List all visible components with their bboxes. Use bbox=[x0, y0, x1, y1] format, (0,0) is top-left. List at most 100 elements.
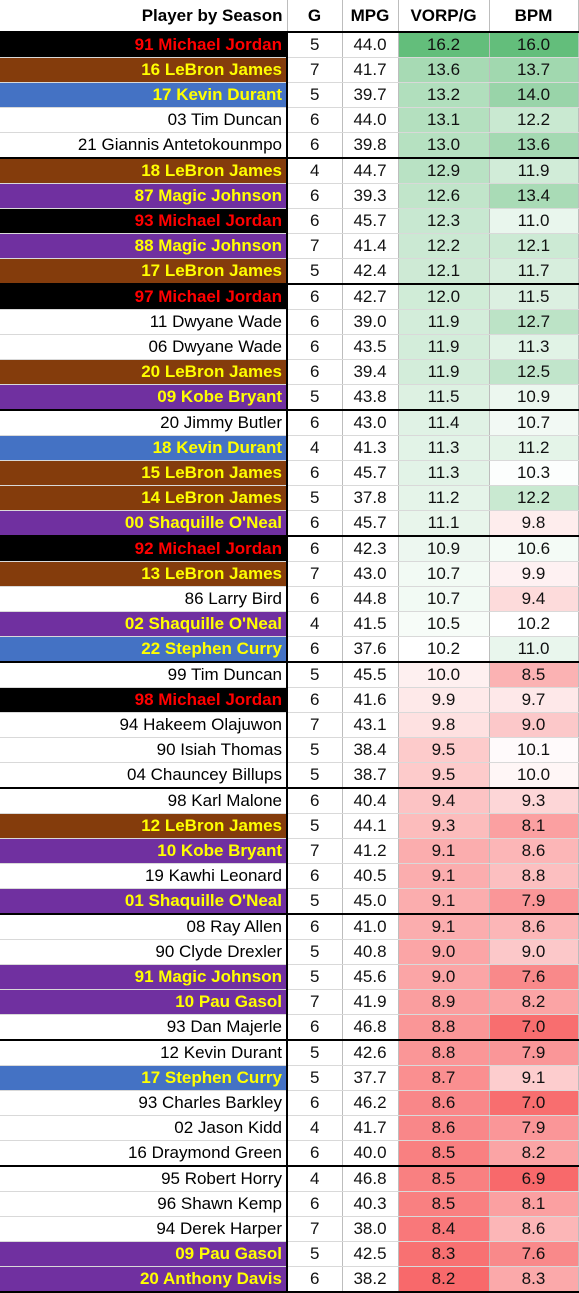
vorp-cell[interactable]: 8.4 bbox=[398, 1216, 490, 1242]
table-row[interactable]: 16 LeBron James 7 41.7 13.6 13.7 bbox=[0, 57, 579, 83]
table-row[interactable]: 01 Shaquille O'Neal 5 45.0 9.1 7.9 bbox=[0, 888, 579, 915]
table-row[interactable]: 20 Anthony Davis 6 38.2 8.2 8.3 bbox=[0, 1266, 579, 1293]
player-cell[interactable]: 12 Kevin Durant bbox=[0, 1040, 288, 1066]
table-row[interactable]: 18 Kevin Durant 4 41.3 11.3 11.2 bbox=[0, 435, 579, 461]
table-row[interactable]: 91 Michael Jordan 5 44.0 16.2 16.0 bbox=[0, 32, 579, 58]
table-row[interactable]: 94 Hakeem Olajuwon 7 43.1 9.8 9.0 bbox=[0, 712, 579, 738]
mpg-cell[interactable]: 42.4 bbox=[342, 258, 399, 285]
player-cell[interactable]: 90 Clyde Drexler bbox=[0, 939, 288, 965]
mpg-cell[interactable]: 40.5 bbox=[342, 863, 399, 889]
games-cell[interactable]: 6 bbox=[287, 359, 343, 385]
vorp-cell[interactable]: 9.0 bbox=[398, 964, 490, 990]
player-cell[interactable]: 11 Dwyane Wade bbox=[0, 309, 288, 335]
mpg-cell[interactable]: 45.7 bbox=[342, 208, 399, 234]
player-cell[interactable]: 21 Giannis Antetokounmpo bbox=[0, 132, 288, 159]
vorp-cell[interactable]: 8.5 bbox=[398, 1140, 490, 1167]
table-row[interactable]: 98 Michael Jordan 6 41.6 9.9 9.7 bbox=[0, 687, 579, 713]
bpm-cell[interactable]: 11.3 bbox=[489, 334, 579, 360]
table-row[interactable]: 10 Kobe Bryant 7 41.2 9.1 8.6 bbox=[0, 838, 579, 864]
mpg-cell[interactable]: 44.0 bbox=[342, 32, 399, 58]
mpg-cell[interactable]: 45.7 bbox=[342, 460, 399, 486]
vorp-cell[interactable]: 12.6 bbox=[398, 183, 490, 209]
table-row[interactable]: 20 LeBron James 6 39.4 11.9 12.5 bbox=[0, 359, 579, 385]
bpm-cell[interactable]: 12.2 bbox=[489, 485, 579, 511]
table-row[interactable]: 03 Tim Duncan 6 44.0 13.1 12.2 bbox=[0, 107, 579, 133]
player-cell[interactable]: 16 LeBron James bbox=[0, 57, 288, 83]
vorp-cell[interactable]: 11.5 bbox=[398, 384, 490, 411]
bpm-cell[interactable]: 10.9 bbox=[489, 384, 579, 411]
player-cell[interactable]: 18 Kevin Durant bbox=[0, 435, 288, 461]
mpg-cell[interactable]: 45.5 bbox=[342, 662, 399, 688]
player-cell[interactable]: 90 Isiah Thomas bbox=[0, 737, 288, 763]
table-row[interactable]: 02 Jason Kidd 4 41.7 8.6 7.9 bbox=[0, 1115, 579, 1141]
bpm-cell[interactable]: 9.1 bbox=[489, 1065, 579, 1091]
mpg-cell[interactable]: 46.2 bbox=[342, 1090, 399, 1116]
vorp-cell[interactable]: 11.9 bbox=[398, 309, 490, 335]
vorp-cell[interactable]: 13.0 bbox=[398, 132, 490, 159]
table-row[interactable]: 19 Kawhi Leonard 6 40.5 9.1 8.8 bbox=[0, 863, 579, 889]
vorp-cell[interactable]: 11.3 bbox=[398, 460, 490, 486]
bpm-cell[interactable]: 11.0 bbox=[489, 208, 579, 234]
vorp-cell[interactable]: 9.9 bbox=[398, 687, 490, 713]
mpg-cell[interactable]: 39.4 bbox=[342, 359, 399, 385]
table-row[interactable]: 09 Kobe Bryant 5 43.8 11.5 10.9 bbox=[0, 384, 579, 411]
vorp-cell[interactable]: 13.2 bbox=[398, 82, 490, 108]
mpg-cell[interactable]: 41.7 bbox=[342, 1115, 399, 1141]
mpg-cell[interactable]: 40.8 bbox=[342, 939, 399, 965]
games-cell[interactable]: 7 bbox=[287, 561, 343, 587]
games-cell[interactable]: 6 bbox=[287, 460, 343, 486]
bpm-cell[interactable]: 7.6 bbox=[489, 1241, 579, 1267]
mpg-cell[interactable]: 44.7 bbox=[342, 158, 399, 184]
table-row[interactable]: 11 Dwyane Wade 6 39.0 11.9 12.7 bbox=[0, 309, 579, 335]
mpg-cell[interactable]: 45.0 bbox=[342, 888, 399, 915]
games-cell[interactable]: 6 bbox=[287, 284, 343, 310]
table-row[interactable]: 99 Tim Duncan 5 45.5 10.0 8.5 bbox=[0, 662, 579, 688]
games-cell[interactable]: 6 bbox=[287, 1266, 343, 1293]
vorp-cell[interactable]: 10.9 bbox=[398, 536, 490, 562]
player-cell[interactable]: 02 Shaquille O'Neal bbox=[0, 611, 288, 637]
player-cell[interactable]: 13 LeBron James bbox=[0, 561, 288, 587]
vorp-cell[interactable]: 8.2 bbox=[398, 1266, 490, 1293]
player-cell[interactable]: 18 LeBron James bbox=[0, 158, 288, 184]
vorp-cell[interactable]: 9.4 bbox=[398, 788, 490, 814]
player-cell[interactable]: 14 LeBron James bbox=[0, 485, 288, 511]
header-bpm[interactable]: BPM bbox=[489, 0, 579, 33]
header-player[interactable]: Player by Season bbox=[0, 0, 288, 33]
games-cell[interactable]: 6 bbox=[287, 1140, 343, 1167]
vorp-cell[interactable]: 8.6 bbox=[398, 1115, 490, 1141]
vorp-cell[interactable]: 13.6 bbox=[398, 57, 490, 83]
table-row[interactable]: 17 Kevin Durant 5 39.7 13.2 14.0 bbox=[0, 82, 579, 108]
games-cell[interactable]: 5 bbox=[287, 1040, 343, 1066]
mpg-cell[interactable]: 42.3 bbox=[342, 536, 399, 562]
games-cell[interactable]: 7 bbox=[287, 838, 343, 864]
mpg-cell[interactable]: 44.8 bbox=[342, 586, 399, 612]
table-row[interactable]: 96 Shawn Kemp 6 40.3 8.5 8.1 bbox=[0, 1191, 579, 1217]
vorp-cell[interactable]: 9.1 bbox=[398, 863, 490, 889]
table-row[interactable]: 02 Shaquille O'Neal 4 41.5 10.5 10.2 bbox=[0, 611, 579, 637]
player-cell[interactable]: 12 LeBron James bbox=[0, 813, 288, 839]
games-cell[interactable]: 7 bbox=[287, 57, 343, 83]
mpg-cell[interactable]: 42.5 bbox=[342, 1241, 399, 1267]
vorp-cell[interactable]: 9.3 bbox=[398, 813, 490, 839]
player-cell[interactable]: 09 Kobe Bryant bbox=[0, 384, 288, 411]
vorp-cell[interactable]: 9.5 bbox=[398, 737, 490, 763]
games-cell[interactable]: 6 bbox=[287, 510, 343, 537]
bpm-cell[interactable]: 10.3 bbox=[489, 460, 579, 486]
player-cell[interactable]: 92 Michael Jordan bbox=[0, 536, 288, 562]
bpm-cell[interactable]: 16.0 bbox=[489, 32, 579, 58]
bpm-cell[interactable]: 9.7 bbox=[489, 687, 579, 713]
header-vorp-per-game[interactable]: VORP/G bbox=[398, 0, 490, 33]
table-row[interactable]: 97 Michael Jordan 6 42.7 12.0 11.5 bbox=[0, 284, 579, 310]
player-cell[interactable]: 10 Pau Gasol bbox=[0, 989, 288, 1015]
table-row[interactable]: 22 Stephen Curry 6 37.6 10.2 11.0 bbox=[0, 636, 579, 663]
games-cell[interactable]: 6 bbox=[287, 914, 343, 940]
games-cell[interactable]: 6 bbox=[287, 1014, 343, 1041]
bpm-cell[interactable]: 9.0 bbox=[489, 712, 579, 738]
games-cell[interactable]: 6 bbox=[287, 636, 343, 663]
games-cell[interactable]: 4 bbox=[287, 1166, 343, 1192]
mpg-cell[interactable]: 44.0 bbox=[342, 107, 399, 133]
table-row[interactable]: 14 LeBron James 5 37.8 11.2 12.2 bbox=[0, 485, 579, 511]
player-cell[interactable]: 94 Hakeem Olajuwon bbox=[0, 712, 288, 738]
bpm-cell[interactable]: 8.6 bbox=[489, 914, 579, 940]
games-cell[interactable]: 6 bbox=[287, 687, 343, 713]
